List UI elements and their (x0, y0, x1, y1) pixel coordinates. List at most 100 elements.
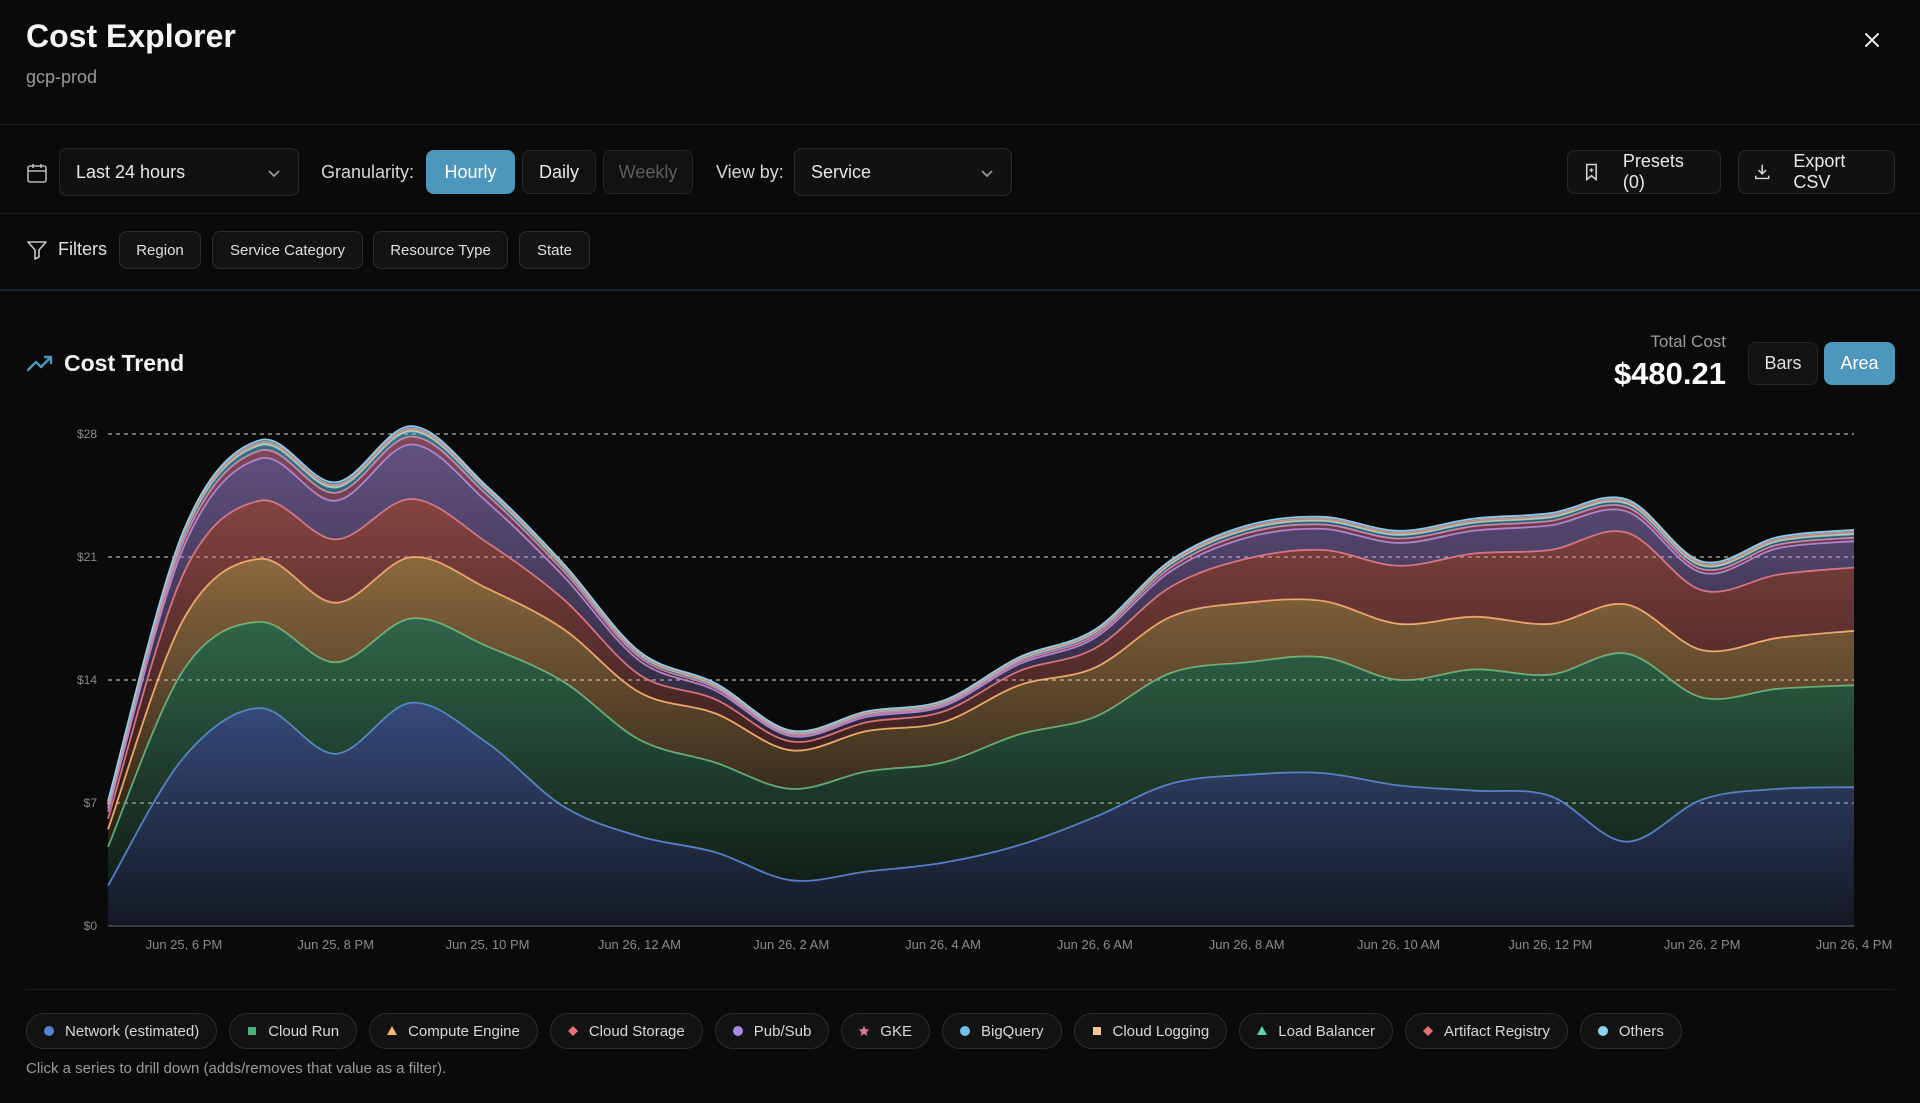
header: Cost Explorer gcp-prod (0, 0, 1920, 125)
star-marker-icon (858, 1025, 870, 1037)
filter-chip-state[interactable]: State (519, 231, 590, 269)
filter-chip-resource-type[interactable]: Resource Type (373, 231, 508, 269)
area-network-estimated[interactable] (108, 702, 1854, 926)
legend-item-label: Load Balancer (1278, 1022, 1376, 1040)
legend-item-label: Artifact Registry (1444, 1022, 1550, 1040)
legend-hint: Click a series to drill down (adds/remov… (26, 1060, 447, 1077)
legend-item-network-estimated[interactable]: Network (estimated) (26, 1013, 218, 1049)
granularity-hourly[interactable]: Hourly (426, 150, 515, 194)
legend-item-label: Cloud Storage (588, 1022, 685, 1040)
filter-icon (26, 239, 48, 266)
legend-item-label: GKE (880, 1022, 912, 1040)
legend-item-compute-engine[interactable]: Compute Engine (369, 1013, 538, 1049)
view-by-select[interactable]: Service (794, 148, 1012, 196)
legend-item-label: Cloud Logging (1112, 1022, 1210, 1040)
chart-legend: Network (estimated) Cloud Run Compute Engi… (26, 1013, 1682, 1049)
legend-item-load-balancer[interactable]: Load Balancer (1239, 1013, 1394, 1049)
download-icon (1755, 164, 1770, 180)
legend-item-label: Pub/Sub (753, 1022, 812, 1040)
area-cloud-run[interactable] (108, 618, 1854, 886)
filter-chip-service-category[interactable]: Service Category (212, 231, 363, 269)
circle-marker-icon (1597, 1025, 1609, 1037)
mode-area-button[interactable]: Area (1824, 342, 1895, 385)
chart-areas[interactable] (107, 425, 1855, 926)
x-tick-label: Jun 26, 8 AM (1209, 937, 1285, 950)
circle-marker-icon (959, 1025, 971, 1037)
legend-item-cloud-run[interactable]: Cloud Run (229, 1013, 358, 1049)
y-tick-label: $21 (77, 550, 97, 564)
cost-trend-chart: $0$7$14$21$28 Jun 25, 6 PM Jun 25, 8 PM Ju… (77, 425, 1893, 950)
legend-item-bigquery[interactable]: BigQuery (941, 1013, 1062, 1049)
view-by-value: Service (811, 161, 872, 182)
x-tick-label: Jun 25, 6 PM (146, 937, 223, 950)
x-tick-label: Jun 26, 4 PM (1816, 937, 1893, 950)
filters-bar: Filters Region Service Category Resource… (0, 215, 1920, 291)
calendar-icon (26, 162, 48, 189)
x-axis: Jun 25, 6 PM Jun 25, 8 PM Jun 25, 10 PM Jun… (146, 937, 1893, 950)
x-tick-label: Jun 25, 8 PM (297, 937, 374, 950)
granularity-weekly[interactable]: Weekly (603, 150, 693, 194)
legend-item-pub-sub[interactable]: Pub/Sub (714, 1013, 830, 1049)
bookmark-icon (1585, 163, 1597, 182)
line-others (107, 425, 1855, 802)
legend-item-cloud-storage[interactable]: Cloud Storage (549, 1013, 703, 1049)
export-csv-button[interactable]: Export CSV (1738, 150, 1895, 194)
legend-item-label: Others (1618, 1022, 1664, 1040)
legend-item-cloud-logging[interactable]: Cloud Logging (1073, 1013, 1228, 1049)
y-tick-label: $28 (77, 427, 97, 441)
triangle-marker-icon (386, 1025, 398, 1037)
filter-chip-region[interactable]: Region (119, 231, 201, 269)
close-button[interactable] (1858, 26, 1886, 54)
granularity-daily[interactable]: Daily (522, 150, 596, 194)
circle-marker-icon (43, 1025, 55, 1037)
toolbar: Last 24 hours Granularity: Hourly Daily … (0, 126, 1920, 214)
x-tick-label: Jun 26, 12 PM (1508, 937, 1592, 950)
square-marker-icon (1091, 1025, 1103, 1037)
y-tick-label: $14 (77, 673, 97, 687)
close-icon (1865, 33, 1879, 47)
y-tick-label: $0 (84, 919, 98, 933)
presets-button[interactable]: Presets (0) (1567, 150, 1721, 194)
area-pub-sub[interactable] (108, 444, 1854, 819)
diamond-marker-icon (567, 1025, 579, 1037)
legend-item-gke[interactable]: GKE (841, 1013, 930, 1049)
legend-item-label: Cloud Run (268, 1022, 340, 1040)
legend-item-others[interactable]: Others (1579, 1013, 1682, 1049)
x-tick-label: Jun 25, 10 PM (446, 937, 530, 950)
total-cost-value: $480.21 (1613, 356, 1726, 391)
x-tick-label: Jun 26, 2 PM (1664, 937, 1741, 950)
total-cost-label: Total Cost (1650, 332, 1726, 351)
page-title: Cost Explorer (26, 18, 236, 54)
circle-marker-icon (732, 1025, 744, 1037)
legend-item-label: BigQuery (980, 1022, 1044, 1040)
date-range-select[interactable]: Last 24 hours (59, 148, 299, 196)
cost-trend-title: Cost Trend (64, 350, 185, 376)
legend-divider (26, 989, 1894, 990)
chevron-down-icon (268, 170, 280, 178)
legend-item-label: Network (estimated) (65, 1022, 200, 1040)
x-tick-label: Jun 26, 12 AM (598, 937, 681, 950)
project-name: gcp-prod (26, 67, 98, 87)
square-marker-icon (246, 1025, 258, 1037)
granularity-label: Granularity: (321, 162, 415, 182)
x-tick-label: Jun 26, 6 AM (1057, 937, 1133, 950)
triangle-marker-icon (1256, 1025, 1268, 1037)
diamond-marker-icon (1422, 1025, 1434, 1037)
chevron-down-icon (981, 170, 993, 178)
export-label: Export CSV (1793, 151, 1846, 192)
date-range-value: Last 24 hours (76, 161, 186, 182)
y-axis: $0 $7 $14 $21 $28 (77, 427, 97, 933)
mode-bars-button[interactable]: Bars (1748, 342, 1818, 385)
filters-label: Filters (58, 239, 107, 259)
trend-up-icon (26, 350, 54, 383)
area-compute-engine[interactable] (108, 556, 1854, 847)
legend-item-artifact-registry[interactable]: Artifact Registry (1405, 1013, 1568, 1049)
area-cloud-storage[interactable] (108, 498, 1854, 830)
x-tick-label: Jun 26, 2 AM (753, 937, 829, 950)
view-by-label: View by: (716, 162, 784, 182)
x-tick-label: Jun 26, 10 AM (1357, 937, 1440, 950)
presets-label: Presets (0) (1622, 151, 1684, 192)
x-tick-label: Jun 26, 4 AM (905, 937, 981, 950)
legend-item-label: Compute Engine (408, 1022, 520, 1040)
y-tick-label: $7 (84, 796, 98, 810)
